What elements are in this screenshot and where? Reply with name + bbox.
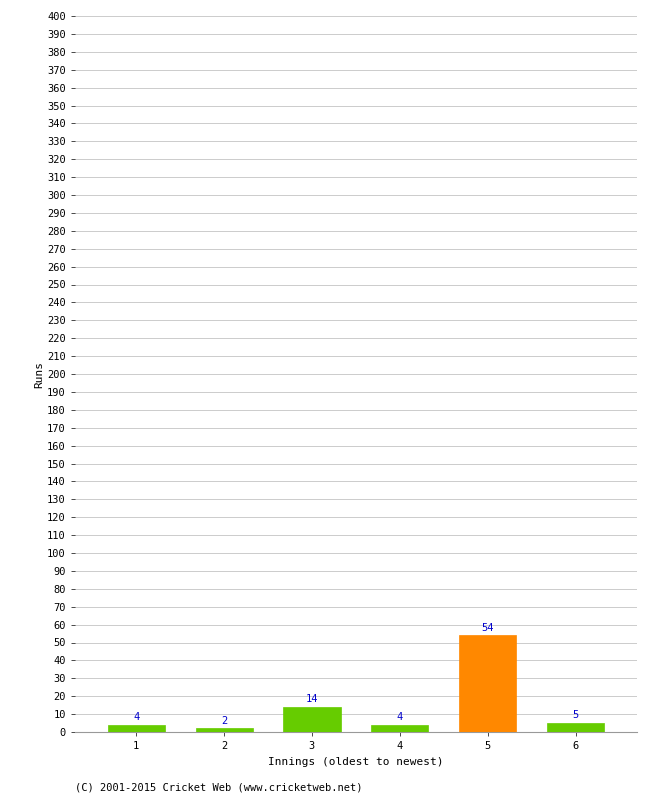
Text: (C) 2001-2015 Cricket Web (www.cricketweb.net): (C) 2001-2015 Cricket Web (www.cricketwe… [75,782,362,792]
Bar [371,725,428,732]
Bar [459,635,516,732]
Text: 2: 2 [221,716,228,726]
Text: 54: 54 [482,622,494,633]
Bar [547,723,604,732]
Bar [108,725,165,732]
Y-axis label: Runs: Runs [34,361,44,387]
Text: 5: 5 [573,710,578,720]
X-axis label: Innings (oldest to newest): Innings (oldest to newest) [268,757,443,766]
Text: 14: 14 [306,694,318,704]
Text: 4: 4 [133,712,139,722]
Bar [196,729,253,732]
Bar [283,707,341,732]
Text: 4: 4 [396,712,403,722]
